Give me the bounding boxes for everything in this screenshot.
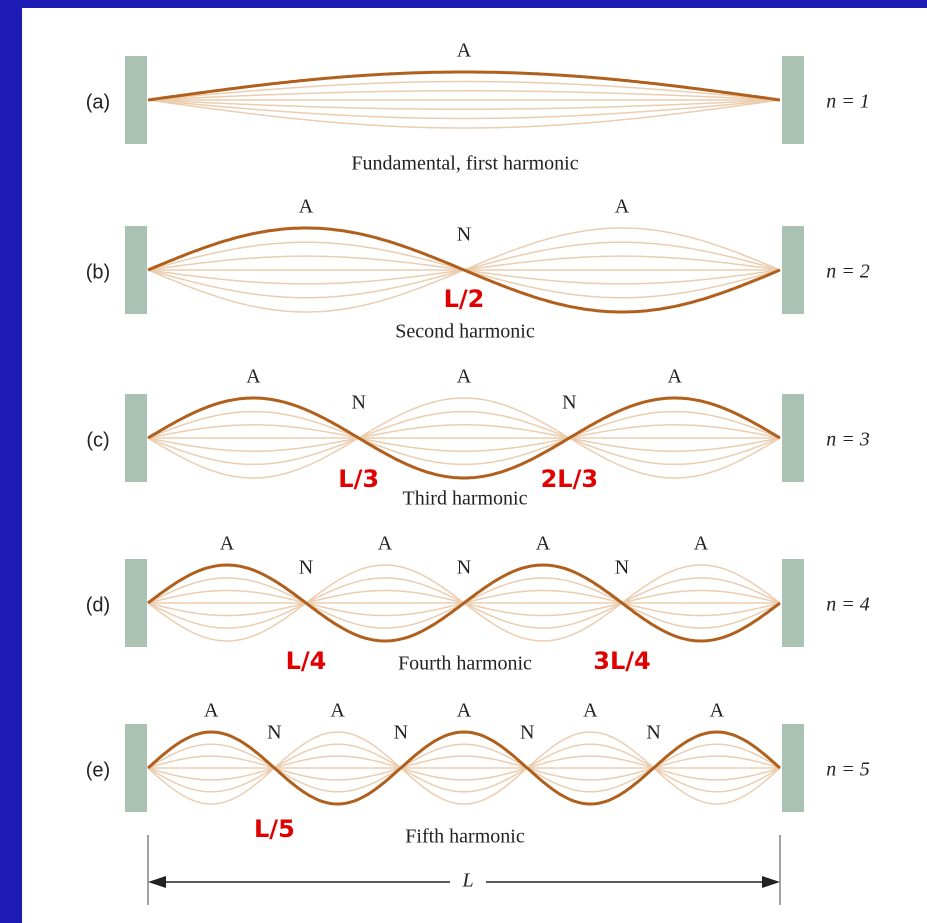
position-label: L/5 (254, 815, 295, 843)
antinode-label: A (667, 366, 682, 388)
string-envelope (147, 743, 781, 793)
string-envelope (147, 410, 781, 466)
panel-label: (a) (86, 91, 110, 113)
antinode-label: A (246, 366, 261, 388)
string-envelope (147, 743, 781, 793)
antinode-label: A (457, 700, 472, 722)
string (147, 396, 781, 480)
string-envelope (147, 755, 781, 781)
harmonic-number: n = 3 (826, 429, 870, 451)
caption: Fourth harmonic (398, 653, 532, 675)
wall (125, 559, 147, 647)
node-label: N (562, 392, 576, 414)
position-label: L/4 (286, 647, 327, 675)
string-envelope (147, 99, 781, 120)
antinode-label: A (710, 700, 725, 722)
caption: Third harmonic (403, 488, 528, 510)
panel-label: (c) (86, 429, 109, 451)
node-label: N (615, 557, 629, 579)
node-label: N (351, 392, 365, 414)
arrow-head (148, 876, 166, 888)
wall (782, 226, 804, 314)
antinode-label: A (457, 40, 472, 62)
node-label: N (457, 557, 471, 579)
node-label: N (646, 722, 660, 744)
string (147, 730, 781, 806)
wall (125, 394, 147, 482)
harmonic-number: n = 5 (826, 759, 870, 781)
node-label: N (394, 722, 408, 744)
antinode-label: A (299, 196, 314, 218)
wall (782, 394, 804, 482)
node-label: N (299, 557, 313, 579)
position-label: L/2 (444, 285, 485, 313)
string (147, 70, 781, 102)
wall (782, 559, 804, 647)
string-envelope (147, 424, 781, 452)
position-label: 3L/4 (593, 647, 650, 675)
harmonic-number: n = 1 (826, 91, 870, 113)
antinode-label: A (694, 533, 709, 555)
node-label: N (267, 722, 281, 744)
antinode-label: A (204, 700, 219, 722)
string-envelope (147, 397, 781, 479)
string-envelope (147, 99, 781, 129)
string-envelope (147, 80, 781, 101)
panel-label: (b) (86, 261, 110, 283)
panel-label: (d) (86, 594, 110, 616)
antinode-label: A (615, 196, 630, 218)
string (147, 563, 781, 643)
string-envelope (147, 424, 781, 452)
antinode-label: A (220, 533, 235, 555)
antinode-label: A (583, 700, 598, 722)
string-envelope (147, 410, 781, 466)
string-envelope (147, 755, 781, 781)
caption: Fundamental, first harmonic (351, 153, 578, 175)
position-label: 2L/3 (541, 465, 598, 493)
position-label: L/3 (338, 465, 379, 493)
panel-label: (e) (86, 759, 110, 781)
arrow-head (762, 876, 780, 888)
wall (125, 724, 147, 812)
wall (125, 56, 147, 144)
wall (125, 226, 147, 314)
antinode-label: A (536, 533, 551, 555)
harmonic-number: n = 4 (826, 594, 870, 616)
node-label: N (457, 224, 471, 246)
string-envelope (147, 99, 781, 110)
harmonic-number: n = 2 (826, 261, 870, 283)
wall (782, 724, 804, 812)
length-label: L (461, 870, 473, 892)
string-envelope (147, 731, 781, 805)
wall (782, 56, 804, 144)
caption: Fifth harmonic (405, 826, 525, 848)
antinode-label: A (378, 533, 393, 555)
string (147, 226, 781, 314)
node-label: N (520, 722, 534, 744)
string-envelope (147, 90, 781, 101)
caption: Second harmonic (395, 321, 535, 343)
antinode-label: A (330, 700, 345, 722)
antinode-label: A (457, 366, 472, 388)
